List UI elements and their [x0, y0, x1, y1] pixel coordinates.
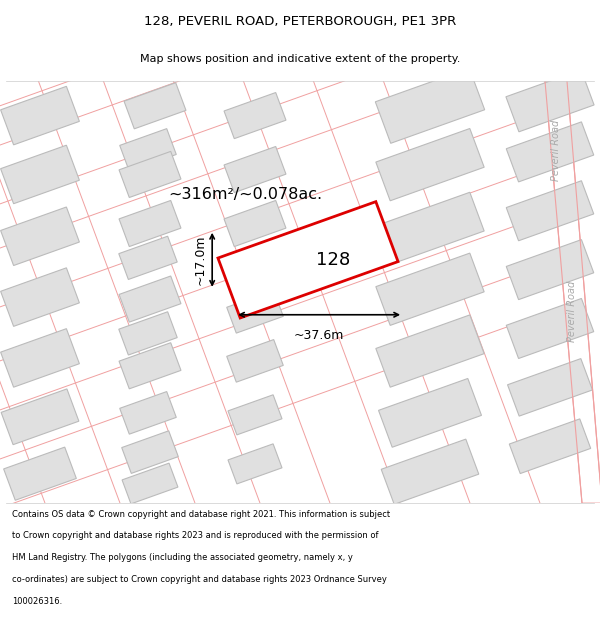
Polygon shape	[119, 236, 177, 279]
Polygon shape	[227, 339, 283, 382]
Text: HM Land Registry. The polygons (including the associated geometry, namely x, y: HM Land Registry. The polygons (includin…	[12, 553, 353, 562]
Polygon shape	[508, 359, 592, 416]
Text: co-ordinates) are subject to Crown copyright and database rights 2023 Ordnance S: co-ordinates) are subject to Crown copyr…	[12, 575, 387, 584]
Polygon shape	[4, 447, 76, 500]
Polygon shape	[376, 253, 484, 326]
Polygon shape	[506, 70, 594, 132]
Polygon shape	[376, 192, 484, 264]
Polygon shape	[1, 145, 79, 204]
Polygon shape	[227, 246, 283, 289]
Polygon shape	[224, 146, 286, 192]
Text: ~17.0m: ~17.0m	[194, 234, 206, 285]
Text: ~37.6m: ~37.6m	[294, 329, 344, 342]
Text: Contains OS data © Crown copyright and database right 2021. This information is : Contains OS data © Crown copyright and d…	[12, 510, 390, 519]
Polygon shape	[122, 431, 178, 473]
Polygon shape	[509, 419, 591, 474]
Polygon shape	[379, 379, 481, 448]
Polygon shape	[227, 291, 283, 333]
Polygon shape	[506, 122, 594, 182]
Text: 100026316.: 100026316.	[12, 597, 62, 606]
Polygon shape	[218, 202, 398, 318]
Text: Map shows position and indicative extent of the property.: Map shows position and indicative extent…	[140, 54, 460, 64]
Polygon shape	[119, 201, 181, 247]
Polygon shape	[120, 392, 176, 434]
Polygon shape	[1, 329, 79, 387]
Text: ~316m²/~0.078ac.: ~316m²/~0.078ac.	[168, 187, 322, 202]
Polygon shape	[119, 312, 177, 355]
Polygon shape	[1, 86, 79, 145]
Text: Peveril Road: Peveril Road	[551, 119, 561, 181]
Polygon shape	[119, 151, 181, 198]
Polygon shape	[120, 129, 176, 171]
Polygon shape	[1, 389, 79, 444]
Text: 128, PEVERIL ROAD, PETERBOROUGH, PE1 3PR: 128, PEVERIL ROAD, PETERBOROUGH, PE1 3PR	[144, 16, 456, 28]
Text: Peveril Road: Peveril Road	[567, 281, 577, 342]
Polygon shape	[122, 463, 178, 504]
Text: 128: 128	[316, 251, 350, 269]
Polygon shape	[506, 239, 594, 299]
Polygon shape	[119, 342, 181, 389]
Polygon shape	[506, 181, 594, 241]
Polygon shape	[124, 82, 186, 129]
Polygon shape	[224, 92, 286, 139]
Polygon shape	[1, 207, 79, 266]
Polygon shape	[376, 315, 484, 388]
Polygon shape	[381, 439, 479, 504]
Polygon shape	[376, 129, 484, 201]
Polygon shape	[119, 276, 181, 322]
Polygon shape	[545, 81, 600, 503]
Text: to Crown copyright and database rights 2023 and is reproduced with the permissio: to Crown copyright and database rights 2…	[12, 531, 379, 541]
Polygon shape	[506, 299, 594, 359]
Polygon shape	[228, 444, 282, 484]
Polygon shape	[1, 268, 79, 326]
Polygon shape	[228, 395, 282, 435]
Polygon shape	[224, 201, 286, 247]
Polygon shape	[376, 68, 485, 143]
